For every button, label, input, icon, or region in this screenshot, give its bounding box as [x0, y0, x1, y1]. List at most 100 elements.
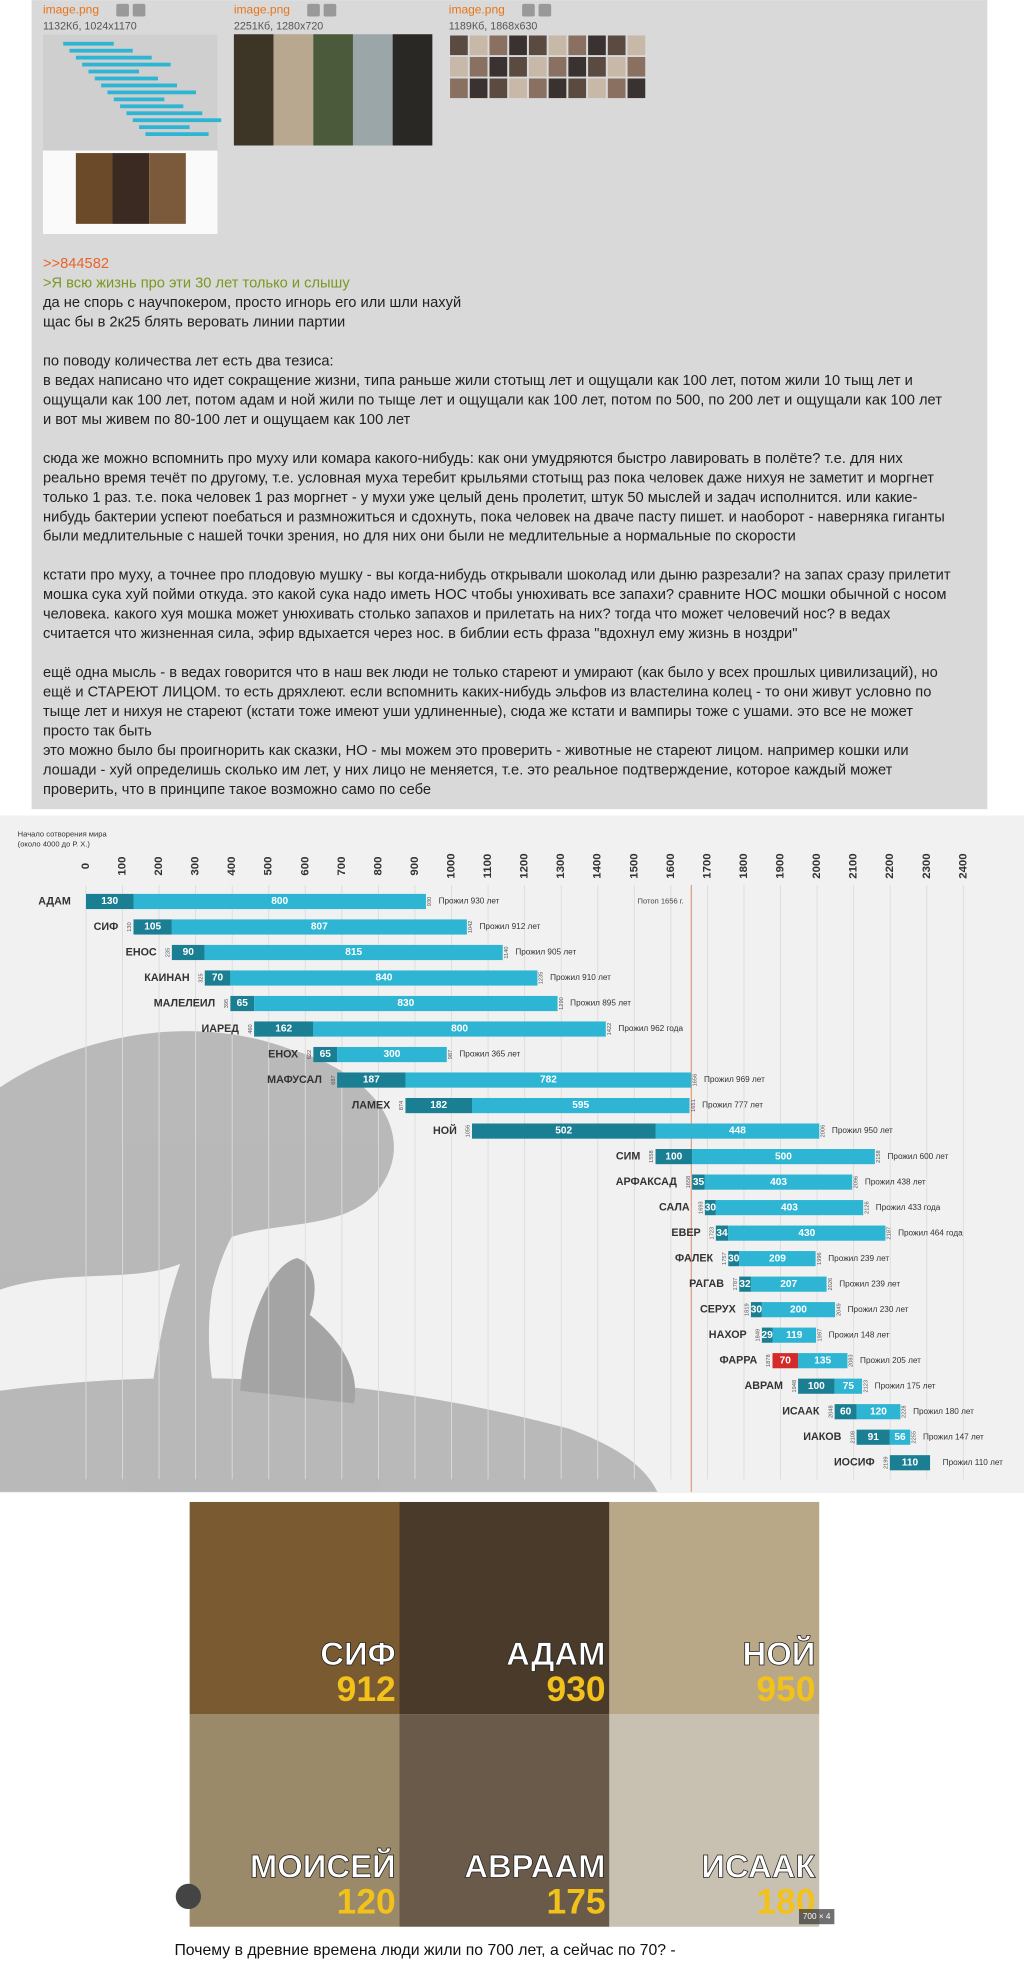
portrait-age: 950	[756, 1670, 815, 1709]
row-name: ЕНОС	[126, 946, 157, 958]
start-year: 1056	[466, 1125, 472, 1138]
lived-label: Прожил 365 лет	[459, 1050, 520, 1059]
dark-label: 34	[716, 1228, 728, 1239]
file-name[interactable]: image.png	[234, 2, 290, 16]
dark-segment	[405, 1097, 473, 1114]
light-segment	[655, 1123, 820, 1139]
light-label: 815	[345, 947, 362, 958]
file-icon	[323, 3, 337, 17]
thumbnail-part	[548, 35, 567, 56]
light-segment	[171, 919, 467, 935]
light-segment	[889, 1429, 911, 1445]
start-year: 1849	[756, 1329, 762, 1342]
row-name: НОЙ	[433, 1124, 457, 1137]
start-year: 460	[248, 1024, 254, 1033]
portrait	[399, 1714, 610, 1927]
thumbnail-part	[528, 56, 547, 77]
reply-link[interactable]: >>844582	[43, 256, 109, 272]
dark-segment	[889, 1455, 931, 1471]
lived-label: Прожил 600 лет	[887, 1152, 948, 1161]
dark-label: 70	[212, 973, 224, 984]
portrait-name: АДАМ	[506, 1635, 605, 1672]
dark-label: 30	[728, 1253, 740, 1264]
thumbnail-part	[627, 56, 646, 77]
dark-segment	[739, 1276, 751, 1292]
dark-label: 162	[275, 1024, 292, 1035]
row-name: САЛА	[659, 1201, 690, 1213]
thumbnail-part	[607, 78, 626, 99]
lived-label: Прожил 239 лет	[839, 1279, 900, 1288]
row-name: ЕНОХ	[268, 1048, 299, 1060]
thumbnail-bar	[63, 41, 114, 46]
thumbnail-part	[627, 78, 646, 99]
file-info: 1132Кб, 1024x1170	[43, 20, 137, 32]
thumbnail-bar	[101, 83, 177, 88]
light-segment	[405, 1072, 692, 1088]
end-year: 2006	[821, 1125, 827, 1138]
x-tick-label: 1000	[446, 853, 458, 878]
light-segment	[254, 995, 558, 1012]
portrait-name: НОЙ	[742, 1634, 815, 1672]
lived-label: Прожил 180 лет	[913, 1407, 974, 1416]
start-year: 2048	[828, 1405, 834, 1418]
post-line: проверить, что в принципе такое возможно…	[43, 782, 431, 798]
end-year: 987	[448, 1050, 454, 1059]
thumbnail-bar	[113, 97, 165, 102]
thumbnail-part	[450, 78, 468, 99]
light-segment	[739, 1251, 816, 1267]
start-year: 395	[224, 999, 230, 1008]
file-name[interactable]: image.png	[449, 2, 505, 16]
thumbnail-bar	[82, 62, 171, 67]
lived-label: Прожил 905 лет	[515, 948, 576, 957]
size-badge-bg	[798, 1909, 835, 1925]
light-segment	[313, 1021, 606, 1037]
portrait	[189, 1501, 400, 1715]
x-tick-label: 1100	[482, 854, 494, 879]
file-name[interactable]: image.png	[43, 2, 99, 16]
light-label: 56	[894, 1432, 906, 1443]
thumbnail-part	[149, 153, 186, 224]
lived-label: Прожил 464 года	[898, 1228, 963, 1237]
thumbnail-part	[233, 34, 274, 146]
file-icon	[522, 3, 535, 17]
dark-label: 65	[320, 1049, 332, 1060]
thumbnail-part	[489, 78, 508, 99]
end-year: 1235	[539, 972, 545, 985]
portrait-age: 120	[337, 1882, 396, 1921]
result-caption[interactable]: Почему в древние времена люди жили по 70…	[174, 1942, 675, 1959]
thumbnail-bar	[139, 125, 190, 130]
thumbnail-bar	[75, 55, 152, 60]
dark-segment	[728, 1251, 740, 1267]
end-year: 2096	[853, 1176, 859, 1189]
file-icon	[116, 3, 129, 17]
post-line: просто так быть	[43, 723, 152, 739]
thumbnail-part	[352, 34, 393, 146]
thumbnail-part	[607, 35, 626, 56]
thumbnail-part	[469, 56, 488, 77]
start-year: 1787	[733, 1278, 739, 1291]
x-tick-label: 2200	[884, 853, 896, 878]
portrait-name: ИСААК	[701, 1847, 816, 1884]
dark-label: 35	[693, 1177, 705, 1188]
post-line: считается что жизненная сила, эфир вдыха…	[43, 626, 797, 642]
start-year: 1693	[699, 1201, 705, 1214]
dark-segment	[171, 944, 205, 961]
post-line: кстати про муху, а точнее про плодовую м…	[43, 568, 951, 584]
portrait	[189, 1714, 400, 1927]
thumbnail-part	[450, 35, 468, 56]
dark-label: 100	[808, 1381, 825, 1392]
lived-label: Прожил 930 лет	[439, 897, 500, 906]
dark-label: 90	[183, 947, 195, 958]
post-line: только 1 раз. т.е. пока человек 1 раз мо…	[43, 490, 918, 506]
x-tick-label: 2300	[921, 853, 933, 878]
post-line: это можно было бы проигнорить как сказки…	[43, 743, 909, 759]
post-line: реально время течёт по другому, т.е. усл…	[43, 470, 934, 486]
row-name: ИАРЕД	[202, 1023, 240, 1035]
file-icon	[538, 3, 552, 17]
start-year: 1658	[686, 1176, 692, 1189]
end-year: 2228	[902, 1405, 908, 1418]
dark-segment	[204, 970, 231, 986]
thumbnail-part	[588, 35, 606, 56]
lived-label: Прожил 912 лет	[480, 922, 541, 931]
row-name: МАЛЕЛЕИЛ	[154, 997, 215, 1009]
